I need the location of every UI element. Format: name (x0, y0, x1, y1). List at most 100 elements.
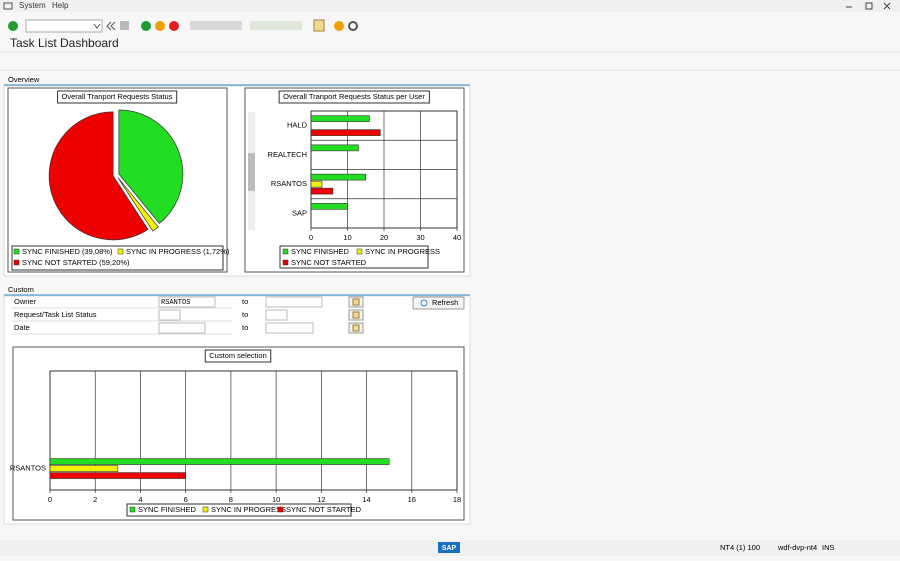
help-button[interactable] (334, 21, 344, 31)
input-field[interactable] (158, 322, 206, 334)
x-tick-label: 10 (272, 495, 280, 504)
input-field[interactable] (265, 322, 314, 334)
legend-swatch (202, 506, 209, 513)
input-field[interactable] (158, 309, 181, 321)
bar (310, 187, 334, 195)
enter-button[interactable] (8, 21, 18, 31)
close[interactable] (883, 2, 891, 10)
x-tick-label: 8 (229, 495, 233, 504)
server-info: wdf-dvp-nt4 (777, 543, 817, 552)
title-box (278, 90, 430, 104)
menu-item[interactable]: Help (52, 1, 69, 10)
command-field[interactable] (25, 19, 103, 33)
legend-swatch (356, 248, 363, 255)
y-tick-label: RSANTOS (271, 179, 307, 188)
legend-swatch (13, 248, 20, 255)
x-tick-label: 20 (380, 233, 388, 242)
legend-swatch (129, 506, 136, 513)
title-box (57, 90, 178, 104)
bar (310, 203, 348, 210)
bar (310, 115, 370, 122)
legend-label: SYNC IN PROGRESS (365, 247, 440, 256)
plot-area (49, 370, 458, 491)
menu-icon[interactable] (3, 2, 13, 10)
x-tick-label: 2 (93, 495, 97, 504)
chart-frame (7, 87, 228, 273)
y-tick-label: HALD (287, 121, 308, 130)
menu-bar (0, 0, 900, 12)
x-tick-label: 40 (453, 233, 461, 242)
section-title: Custom (8, 285, 34, 294)
cancel-button[interactable] (169, 21, 179, 31)
legend-label: SYNC FINISHED (39,08%) (22, 247, 113, 256)
scroll-thumb[interactable] (248, 153, 255, 191)
legend-swatch (282, 259, 289, 266)
pie-slice (118, 109, 184, 225)
button-label[interactable]: Refresh (432, 298, 458, 307)
menu-item[interactable]: System (19, 1, 46, 10)
multi-select-icon (352, 298, 360, 306)
to-label: to (242, 310, 248, 319)
bar (310, 173, 367, 181)
page-buttons[interactable] (250, 21, 302, 30)
refresh-icon (420, 299, 428, 307)
form: Owner RSANTOS to Request/Task List Status to… (12, 296, 364, 335)
legend-label: SYNC NOT STARTED (59,20%) (22, 258, 130, 267)
bar (310, 144, 359, 152)
x-tick-label: 6 (184, 495, 188, 504)
legend-swatch (117, 248, 124, 255)
input-field[interactable] (265, 296, 323, 308)
bar (49, 458, 390, 465)
mode-info: INS (822, 543, 835, 552)
legend-box (279, 245, 429, 269)
x-tick-label: 10 (343, 233, 351, 242)
input-field[interactable] (158, 296, 216, 308)
sap-logo-text: SAP (442, 545, 457, 552)
multi-select-icon (352, 324, 360, 332)
pie-slice (117, 177, 159, 232)
new-session[interactable] (313, 19, 325, 32)
exit-button[interactable] (155, 21, 165, 31)
x-tick-label: 0 (48, 495, 52, 504)
pie-slice (48, 111, 149, 241)
bar (310, 180, 323, 188)
sap-logo (438, 542, 460, 553)
x-tick-label: 16 (408, 495, 416, 504)
x-tick-label: 12 (317, 495, 325, 504)
legend-label: SYNC NOT STARTED (291, 258, 367, 267)
disabled-buttons (190, 21, 242, 30)
y-tick-label: REALTECH (268, 150, 307, 159)
back-button[interactable] (141, 21, 151, 31)
input-field[interactable] (265, 309, 288, 321)
to-label: to (242, 297, 248, 306)
session-info: NT4 (1) 100 (720, 543, 760, 552)
legend-box (11, 245, 224, 271)
x-tick-label: 30 (416, 233, 424, 242)
legend-label: SYNC IN PROGRESS (211, 505, 286, 514)
x-tick-label: 18 (453, 495, 461, 504)
page-title: Task List Dashboard (10, 36, 119, 50)
to-label: to (242, 323, 248, 332)
x-tick-label: 4 (138, 495, 142, 504)
legend-box (126, 503, 352, 517)
maximize[interactable] (865, 2, 873, 10)
legend-swatch (282, 248, 289, 255)
multi-select-icon (352, 311, 360, 319)
title-box (204, 349, 272, 363)
input-value: RSANTOS (161, 299, 190, 307)
legend-label: SYNC IN PROGRESS (1,72%) (126, 247, 230, 256)
legend-label: SYNC NOT STARTED (286, 505, 362, 514)
legend-swatch (13, 259, 20, 266)
field-label: Date (14, 323, 30, 332)
x-tick-label: 14 (362, 495, 370, 504)
chart-title: Custom selection (209, 351, 267, 360)
settings-button[interactable] (348, 21, 358, 31)
legend-label: SYNC FINISHED (291, 247, 350, 256)
dropdown-arrow (93, 23, 101, 29)
save-button[interactable] (120, 21, 129, 30)
section-title: Overview (8, 75, 40, 84)
bar (49, 472, 186, 479)
collapse-button[interactable] (106, 21, 116, 31)
field-label: Owner (14, 297, 37, 306)
